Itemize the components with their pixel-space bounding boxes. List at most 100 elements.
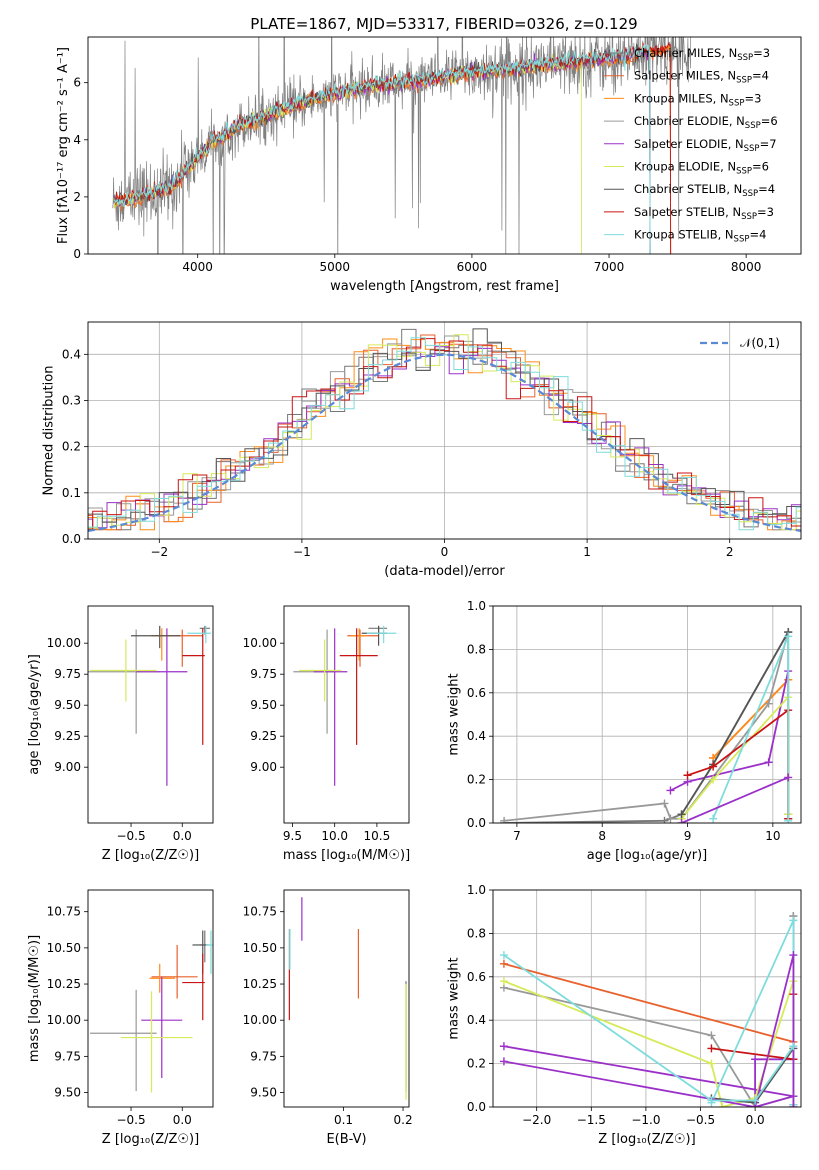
series-line-4 <box>504 631 790 822</box>
series-marker <box>677 810 686 819</box>
x-tick-label: −1 <box>293 545 311 559</box>
y-tick-label: 9.50 <box>250 1086 277 1100</box>
series-marker <box>718 1103 727 1107</box>
series-marker <box>499 951 508 960</box>
y-tick-label: 10.00 <box>47 636 81 650</box>
y-tick-label: 1.0 <box>467 599 486 613</box>
residual-hists <box>88 328 801 532</box>
series-marker <box>709 762 718 771</box>
y-tick-label: 0.6 <box>467 686 486 700</box>
x-axis-label: Z [log₁₀(Z/Z☉)] <box>102 1132 199 1147</box>
series-marker <box>764 758 773 767</box>
axes-frame <box>492 605 802 824</box>
chart-age-vs-mass: 9.5 10.0 10.5 9.00 9.25 9.50 9.75 10.00 mass [lo… <box>243 605 410 863</box>
y-tick-label: 9.00 <box>54 760 81 774</box>
series-marker <box>789 1103 798 1107</box>
errorbar-point <box>141 976 183 1079</box>
series-marker <box>707 1031 716 1040</box>
spectrum-lines <box>112 37 691 254</box>
y-tick-label: 10.50 <box>243 941 277 955</box>
x-tick-label: 10.0 <box>321 829 348 843</box>
axes-frame <box>283 889 410 1108</box>
series-marker <box>784 632 793 641</box>
series-marker <box>499 977 508 986</box>
x-axis-label: Z [log₁₀(Z/Z☉)] <box>598 1132 695 1147</box>
series-marker <box>764 699 773 708</box>
axes-frame <box>87 36 802 255</box>
mass-vs-Z-points <box>90 930 213 1093</box>
series-marker <box>751 1096 760 1105</box>
axes-frame <box>87 889 214 1108</box>
y-axis-label: age [log₁₀(age/yr)] <box>27 654 42 775</box>
series-marker <box>709 775 718 784</box>
series-marker <box>499 1042 508 1051</box>
series-marker <box>784 816 793 823</box>
series-marker <box>499 1057 508 1066</box>
errorbar-point <box>299 639 342 702</box>
y-tick-label: 0.1 <box>62 486 81 500</box>
y-tick-label: 10.25 <box>47 977 81 991</box>
chart-mass-vs-EBV: 0.1 0.2 9.50 9.75 10.00 10.25 10.50 10.75 E(B-V) <box>243 889 413 1147</box>
y-tick-label: 9.75 <box>54 667 81 681</box>
y-tick-label: 9.25 <box>250 729 277 743</box>
x-tick-label: 9 <box>684 829 692 843</box>
series-marker <box>666 786 675 795</box>
figure-title: PLATE=1867, MJD=53317, FIBERID=0326, z=0… <box>250 15 637 33</box>
x-tick-label: 0 <box>441 545 449 559</box>
y-tick-label: 0.8 <box>467 926 486 940</box>
y-tick-label: 0.0 <box>62 532 81 546</box>
series-line-3 <box>712 679 789 759</box>
y-tick-label: 10.75 <box>243 905 277 919</box>
mass-vs-EBV-points <box>288 897 407 1100</box>
errorbar-point <box>182 953 205 1021</box>
series-marker <box>789 1042 798 1051</box>
x-tick-label: 6000 <box>457 260 488 274</box>
legend-entry: Salpeter MILES, NSSP=4 <box>634 69 769 86</box>
x-tick-label: −2.0 <box>522 1113 551 1127</box>
errorbar-point <box>366 625 397 644</box>
weight-vs-age-series <box>500 628 793 823</box>
residual-hist-8 <box>88 338 801 530</box>
errorbar-point <box>187 625 211 644</box>
series-marker <box>660 816 669 823</box>
x-axis-label: mass [log₁₀(M/M☉)] <box>283 848 410 863</box>
series-line-9 <box>503 954 795 1107</box>
y-tick-label: 10.00 <box>243 1013 277 1027</box>
x-axis-label: E(B-V) <box>326 1132 366 1147</box>
axes-frame <box>87 321 802 540</box>
x-tick-label: −0.5 <box>116 829 145 843</box>
y-tick-label: 9.75 <box>54 1049 81 1063</box>
series-marker <box>784 773 793 782</box>
spectrum-legend: Chabrier MILES, NSSP=3 Salpeter MILES, NS… <box>604 46 778 245</box>
errorbar-point <box>90 639 157 702</box>
errorbar-point <box>90 989 157 1092</box>
legend-entry: Kroupa ELODIE, NSSP=6 <box>634 160 769 177</box>
series-line-10 <box>503 954 795 1102</box>
x-tick-label: 8 <box>598 829 606 843</box>
x-tick-label: −0.5 <box>686 1113 715 1127</box>
legend-entry: Chabrier STELIB, NSSP=4 <box>634 182 775 199</box>
series-marker <box>707 1044 716 1053</box>
chart-age-vs-Z: −0.5 0.0 9.00 9.25 9.50 9.75 10.00 Z [log₁₀(Z/Z… <box>27 605 214 863</box>
y-tick-label: 0.2 <box>62 440 81 454</box>
legend-entry: Salpeter STELIB, NSSP=3 <box>634 205 774 222</box>
y-tick-label: 2 <box>73 190 81 204</box>
series-marker <box>709 814 718 823</box>
errorbar-point <box>136 628 188 786</box>
x-tick-label: 0.2 <box>394 1113 413 1127</box>
y-tick-label: 1.0 <box>467 883 486 897</box>
residual-hist-9 <box>88 337 801 531</box>
series-line-10 <box>681 776 789 823</box>
y-tick-label: 0.2 <box>467 1057 486 1071</box>
y-tick-label: 0.4 <box>62 347 81 361</box>
series-marker <box>789 951 798 960</box>
series-marker <box>707 1096 716 1105</box>
errorbar-point <box>182 628 205 745</box>
weight-vs-Z-series <box>499 912 798 1107</box>
series-marker <box>707 1059 716 1068</box>
series-marker <box>789 916 798 925</box>
y-tick-label: 9.00 <box>250 760 277 774</box>
y-tick-label: 0.6 <box>467 970 486 984</box>
axes-frame <box>492 889 802 1108</box>
